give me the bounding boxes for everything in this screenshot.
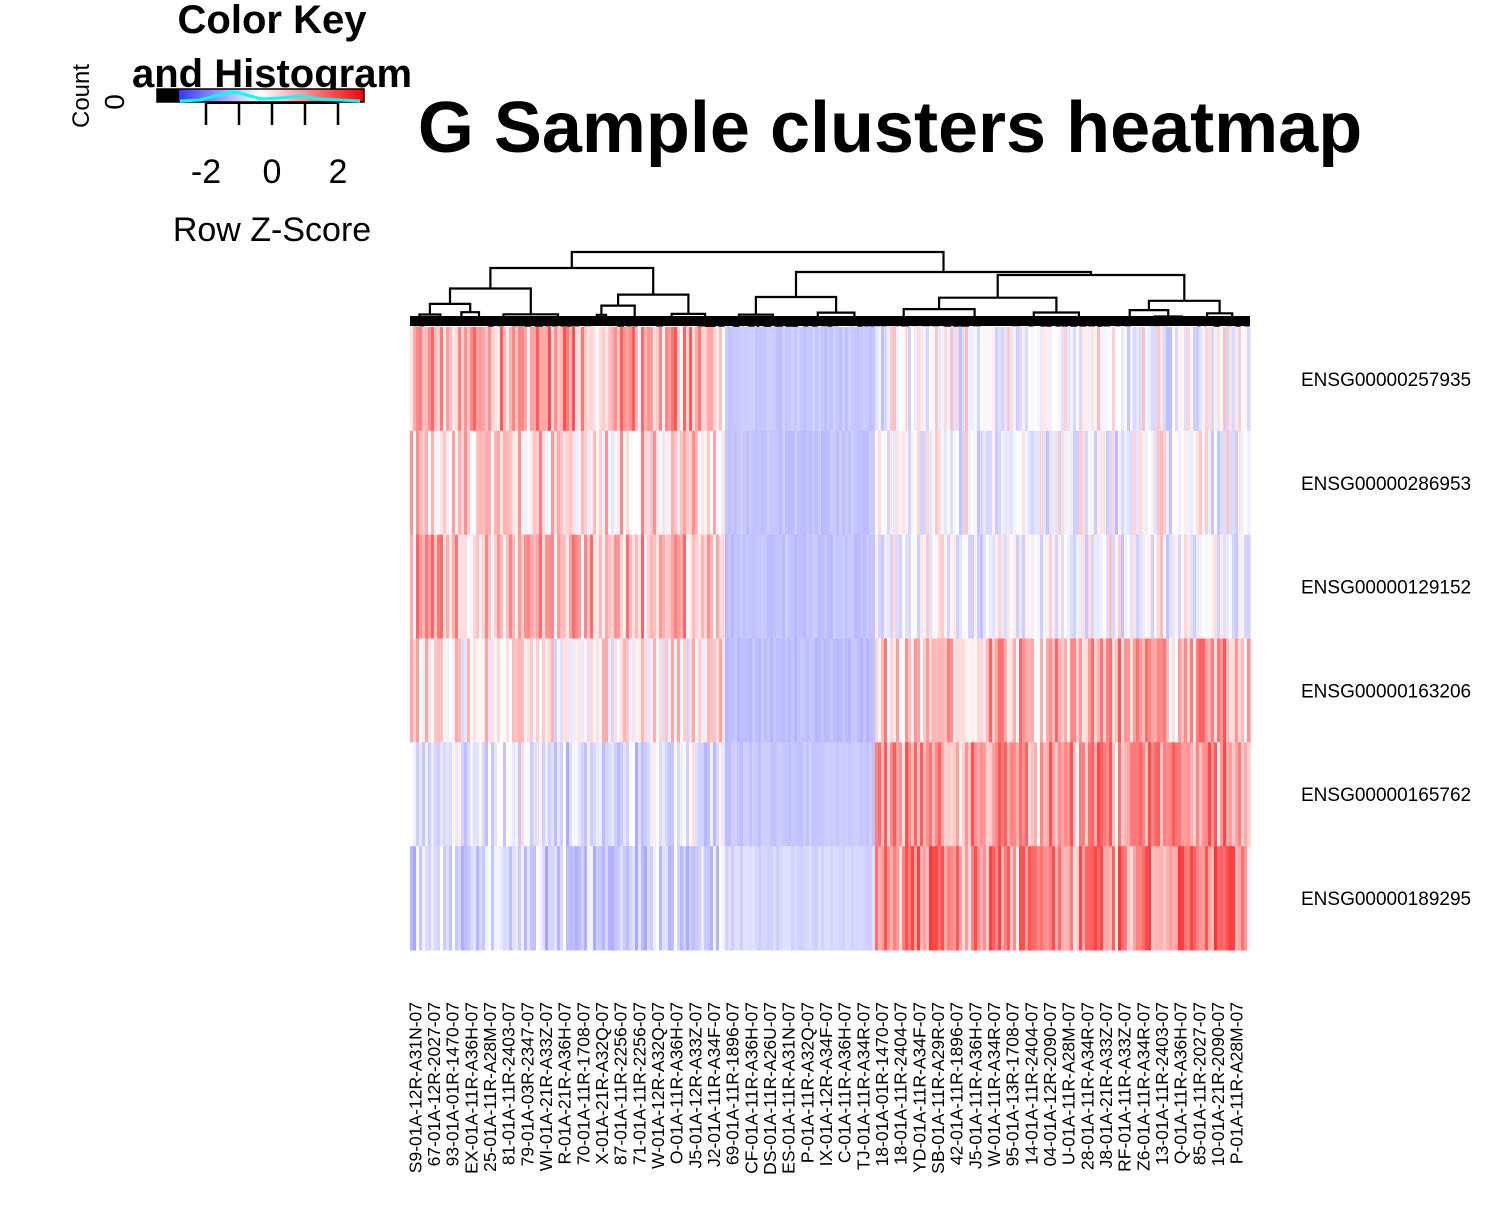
column-label: C-01A-11R-A36H-07 — [835, 1002, 855, 1163]
heatmap-cell — [1247, 431, 1251, 535]
column-label: TJ-01A-11R-A34R-07 — [853, 1002, 873, 1170]
dendrogram-branch — [618, 295, 688, 314]
column-label: 10-01A-21R-2090-07 — [1208, 1002, 1228, 1166]
column-label: O-01A-11R-A36H-07 — [667, 1002, 687, 1164]
column-label: 93-01A-01R-1470-07 — [443, 1002, 463, 1166]
column-label: 95-01A-13R-1708-07 — [1003, 1002, 1023, 1166]
column-labels: S9-01A-12R-A31N-0767-01A-12R-2027-0793-0… — [405, 1002, 1246, 1175]
column-label: U-01A-11R-A28M-07 — [1059, 1002, 1079, 1165]
color-key-tick-strip — [157, 89, 179, 102]
dendrogram-branch — [490, 268, 653, 295]
column-label: YD-01A-11R-A34F-07 — [909, 1002, 929, 1173]
dendrogram-branch — [1149, 301, 1220, 314]
heatmap-cell — [1247, 742, 1251, 846]
dendrogram-branch — [939, 298, 1056, 313]
color-key: Color Key and Histogram Count 0 -2 0 2 R… — [68, 0, 412, 249]
column-label: CF-01A-11R-A36H-07 — [741, 1002, 761, 1174]
color-key-title-line1: Color Key — [178, 0, 368, 42]
color-key-tick-label-0: 0 — [263, 153, 282, 191]
column-label: 81-01A-11R-2403-07 — [499, 1002, 519, 1165]
column-label: 71-01A-11R-2256-07 — [629, 1002, 649, 1165]
column-label: W-01A-11R-A34R-07 — [984, 1002, 1004, 1167]
row-labels: ENSG00000257935 ENSG00000286953 ENSG000001… — [1301, 370, 1471, 910]
color-key-tick-label-neg2: -2 — [191, 153, 221, 191]
column-label: EX-01A-11R-A36H-07 — [461, 1002, 481, 1174]
column-label: Z6-01A-11R-A34R-07 — [1133, 1002, 1153, 1171]
heatmap-cell — [1247, 535, 1251, 639]
column-label: 85-01A-11R-2027-07 — [1189, 1002, 1209, 1165]
column-label: 42-01A-11R-1896-07 — [947, 1002, 967, 1165]
color-key-xlabel: Row Z-Score — [173, 211, 371, 249]
column-label: SB-01A-11R-A29R-07 — [928, 1002, 948, 1174]
heatmap-grid — [410, 327, 1251, 951]
column-label: DS-01A-11R-A26U-07 — [760, 1002, 780, 1175]
dendrogram-branch — [450, 289, 531, 315]
column-label: X-01A-21R-A32Q-07 — [592, 1002, 612, 1164]
heatmap-cell — [1247, 639, 1251, 743]
column-label: P-01A-11R-A32Q-07 — [797, 1002, 817, 1163]
column-label: P-01A-11R-A28M-07 — [1227, 1002, 1247, 1164]
column-label: J8-01A-21R-A33Z-07 — [1096, 1002, 1116, 1168]
column-label: 87-01A-11R-2256-07 — [611, 1002, 631, 1165]
row-label: ENSG00000163206 — [1301, 681, 1471, 702]
column-label: 69-01A-11R-1896-07 — [723, 1002, 743, 1165]
column-label: WI-01A-21R-A33Z-07 — [536, 1002, 556, 1171]
column-label: 25-01A-11R-A28M-07 — [480, 1002, 500, 1172]
column-label: W-01A-12R-A32Q-07 — [648, 1002, 668, 1169]
row-label: ENSG00000165762 — [1301, 785, 1471, 806]
count-axis-label: Count — [68, 64, 95, 128]
column-label: 79-01A-03R-2347-07 — [517, 1002, 537, 1166]
column-label: R-01A-21R-A36H-07 — [555, 1002, 575, 1164]
column-label: 67-01A-12R-2027-07 — [424, 1002, 444, 1166]
count-axis-tick: 0 — [99, 94, 130, 110]
dendrogram-branch — [618, 306, 688, 314]
column-label: S9-01A-12R-A31N-07 — [405, 1002, 425, 1173]
column-label: ES-01A-11R-A31N-07 — [779, 1002, 799, 1174]
row-label: ENSG00000189295 — [1301, 889, 1471, 910]
column-label: Q-01A-11R-A36H-07 — [1171, 1002, 1191, 1164]
chart-title: G Sample clusters heatmap — [418, 88, 1362, 168]
column-label: 18-01A-01R-1470-07 — [872, 1002, 892, 1166]
row-label: ENSG00000257935 — [1301, 370, 1471, 391]
column-label: J2-01A-11R-A34F-07 — [704, 1002, 724, 1167]
column-label: J5-01A-12R-A33Z-07 — [685, 1002, 705, 1168]
column-label: 04-01A-12R-2090-07 — [1040, 1002, 1060, 1166]
row-label: ENSG00000129152 — [1301, 578, 1471, 599]
column-label: 70-01A-11R-1708-07 — [573, 1002, 593, 1165]
column-label: IX-01A-12R-A34F-07 — [816, 1002, 836, 1166]
row-label: ENSG00000286953 — [1301, 474, 1471, 495]
column-label: 28-01A-11R-A34R-07 — [1077, 1002, 1097, 1170]
column-label: RF-01A-11R-A33Z-07 — [1115, 1002, 1135, 1172]
color-key-tick-label-2: 2 — [329, 153, 348, 191]
column-label: J5-01A-11R-A36H-07 — [965, 1002, 985, 1169]
column-label: 14-01A-11R-2404-07 — [1021, 1002, 1041, 1165]
dendrogram-leaves — [410, 316, 1250, 326]
column-label: 13-01A-11R-2403-07 — [1152, 1002, 1172, 1165]
heatmap-cell — [1247, 846, 1251, 950]
heatmap-cell — [1247, 327, 1251, 431]
column-label: 18-01A-11R-2404-07 — [891, 1002, 911, 1165]
